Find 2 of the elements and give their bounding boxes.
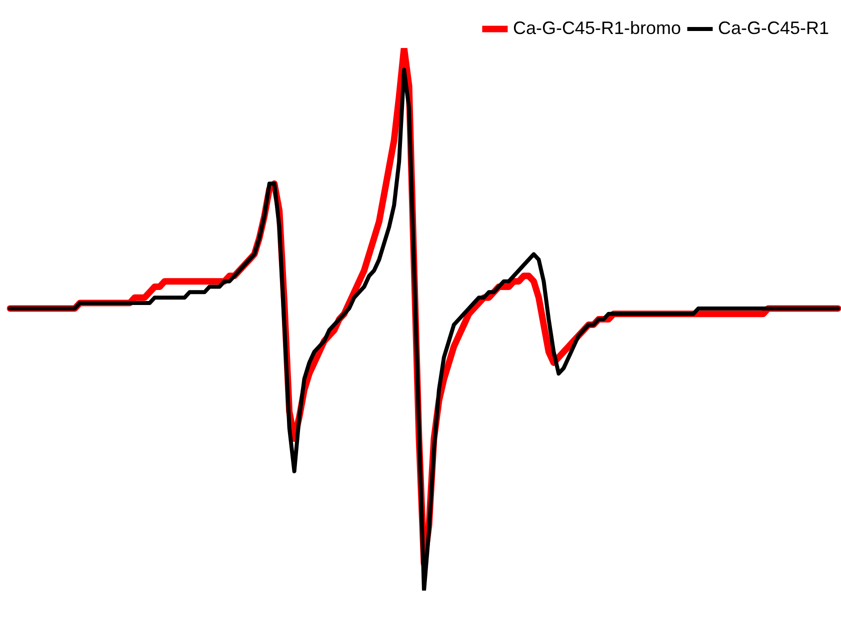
legend-label: Ca-G-C45-R1-bromo	[512, 18, 681, 38]
legend-label: Ca-G-C45-R1	[718, 18, 830, 38]
